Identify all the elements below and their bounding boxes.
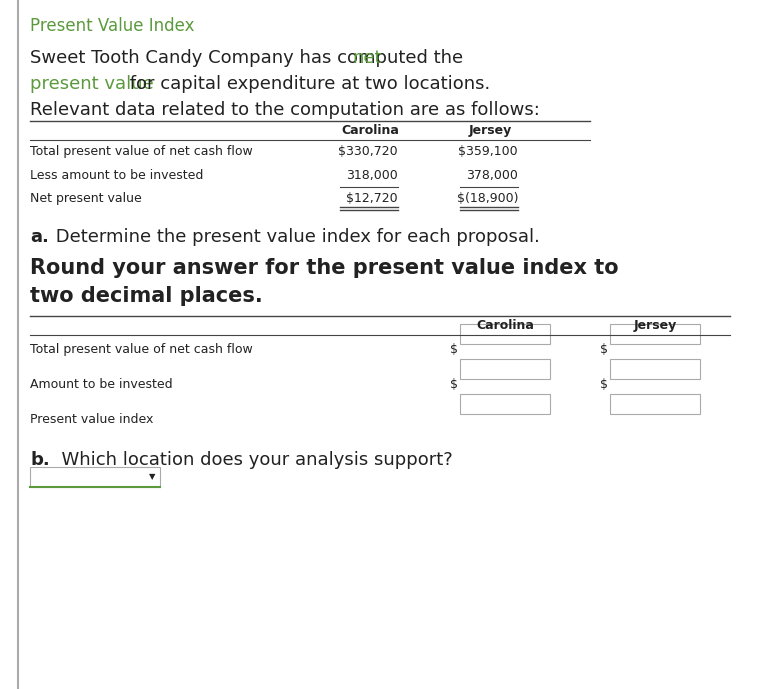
Text: Determine the present value index for each proposal.: Determine the present value index for ea… — [50, 228, 540, 246]
Text: 318,000: 318,000 — [346, 169, 398, 182]
Text: 378,000: 378,000 — [466, 169, 518, 182]
Text: Net present value: Net present value — [30, 192, 142, 205]
Text: Present Value Index: Present Value Index — [30, 17, 194, 35]
Text: $(18,900): $(18,900) — [456, 192, 518, 205]
Bar — [610, 394, 700, 414]
Bar — [610, 324, 700, 344]
Bar — [460, 359, 550, 379]
Text: Carolina: Carolina — [476, 319, 534, 332]
Text: Which location does your analysis support?: Which location does your analysis suppor… — [50, 451, 452, 469]
Text: Sweet Tooth Candy Company has computed the: Sweet Tooth Candy Company has computed t… — [30, 49, 469, 67]
Text: present value: present value — [30, 75, 154, 93]
Text: Carolina: Carolina — [341, 124, 399, 137]
Text: Amount to be invested: Amount to be invested — [30, 378, 172, 391]
Text: $330,720: $330,720 — [339, 145, 398, 158]
Text: ▼: ▼ — [149, 473, 155, 482]
Text: Jersey: Jersey — [633, 319, 676, 332]
Text: Total present value of net cash flow: Total present value of net cash flow — [30, 343, 253, 356]
Bar — [460, 324, 550, 344]
Text: Jersey: Jersey — [468, 124, 512, 137]
Text: Less amount to be invested: Less amount to be invested — [30, 169, 204, 182]
Text: $12,720: $12,720 — [346, 192, 398, 205]
Text: a.: a. — [30, 228, 49, 246]
Bar — [30, 467, 160, 487]
Text: net: net — [352, 49, 381, 67]
Text: two decimal places.: two decimal places. — [30, 286, 263, 306]
Text: Present value index: Present value index — [30, 413, 154, 426]
Bar — [460, 394, 550, 414]
Text: $: $ — [600, 378, 608, 391]
Text: Round your answer for the present value index to: Round your answer for the present value … — [30, 258, 619, 278]
Text: $359,100: $359,100 — [459, 145, 518, 158]
Text: for capital expenditure at two locations.: for capital expenditure at two locations… — [124, 75, 491, 93]
Text: $: $ — [450, 378, 458, 391]
Bar — [610, 359, 700, 379]
Text: Relevant data related to the computation are as follows:: Relevant data related to the computation… — [30, 101, 540, 119]
Text: $: $ — [450, 343, 458, 356]
Text: b.: b. — [30, 451, 50, 469]
Text: $: $ — [600, 343, 608, 356]
Text: Total present value of net cash flow: Total present value of net cash flow — [30, 145, 253, 158]
